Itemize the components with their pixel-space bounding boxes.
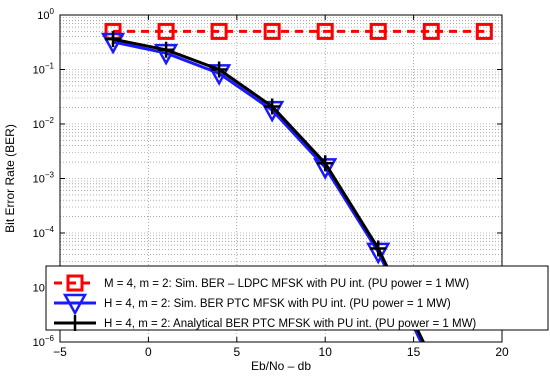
series-1-point	[369, 22, 387, 40]
y-tick-label: 100	[37, 7, 54, 22]
series-layer	[100, 22, 493, 373]
legend-marker-2	[62, 293, 88, 316]
series-1-point	[475, 22, 493, 40]
series-3-point	[370, 240, 387, 257]
series-1-point	[157, 22, 175, 40]
series-3	[105, 31, 439, 366]
y-tick-label: 10−6	[33, 334, 55, 349]
series-1-point	[210, 22, 228, 40]
legend-marker-1	[66, 274, 84, 292]
legend-marker-3	[67, 315, 83, 331]
series-1	[104, 22, 493, 40]
series-1-point	[422, 22, 440, 40]
series-3-point	[105, 31, 122, 48]
y-axis-label: Bit Error Rate (BER)	[3, 124, 17, 233]
x-tick-label: 0	[145, 345, 152, 359]
y-tick-label: 10−2	[33, 116, 55, 131]
series-3-point	[158, 41, 175, 58]
x-tick-label: 5	[233, 345, 240, 359]
x-tick-label: −5	[53, 345, 67, 359]
legend-label-2: H = 4, m = 2: Sim. BER PTC MFSK with PU …	[104, 298, 451, 310]
x-axis-label: Eb/No – db	[251, 359, 311, 373]
x-tick-label: 15	[407, 345, 421, 359]
y-tick-label: 10−3	[33, 171, 55, 186]
legend-label-1: M = 4, m = 2: Sim. BER – LDPC MFSK with …	[104, 278, 469, 290]
series-3-point	[423, 350, 439, 366]
series-3-point	[264, 98, 281, 115]
series-3-point	[211, 61, 228, 78]
legend-box	[45, 265, 549, 331]
series-2-point	[421, 356, 441, 373]
legend: M = 4, m = 2: Sim. BER – LDPC MFSK with …	[45, 265, 549, 331]
x-tick-label: 20	[495, 345, 509, 359]
series-1-point	[316, 22, 334, 40]
legend-label-3: H = 4, m = 2: Analytical BER PTC MFSK wi…	[104, 318, 476, 330]
x-tick-label: 10	[319, 345, 333, 359]
y-tick-label: 10−1	[33, 62, 55, 77]
series-3-point	[317, 155, 334, 172]
y-tick-label: 10−4	[33, 225, 55, 240]
grid	[60, 15, 502, 342]
series-1-point	[263, 22, 281, 40]
